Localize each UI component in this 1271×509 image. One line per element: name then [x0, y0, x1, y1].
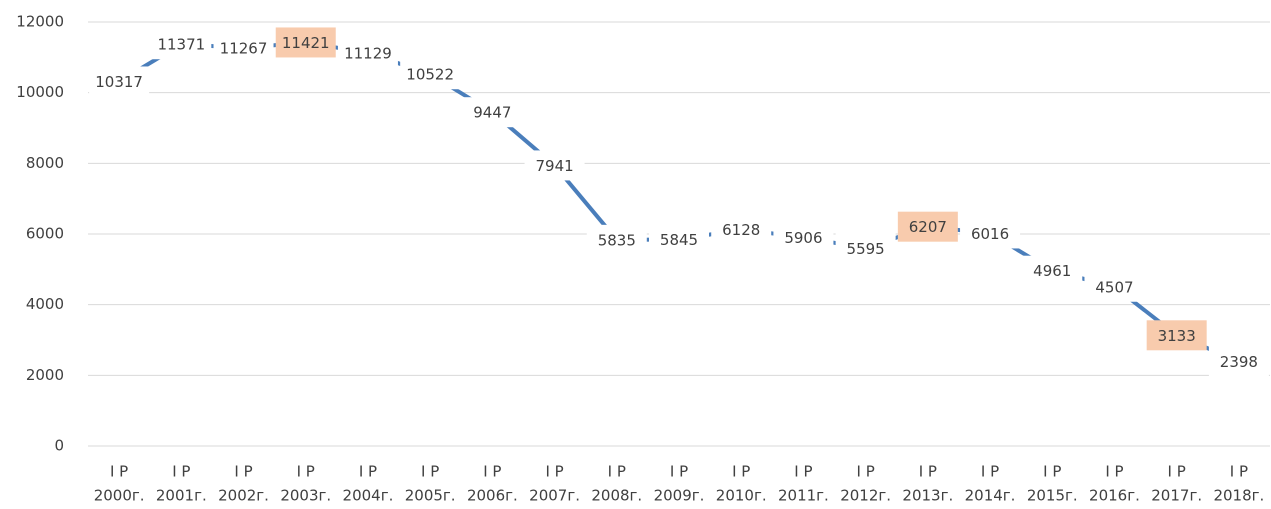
label-box	[337, 37, 398, 68]
x-tick-label: I P	[732, 463, 750, 481]
x-tick-label: I P	[1168, 463, 1186, 481]
x-tick-label: 2010г.	[716, 487, 767, 505]
data-label: 7941	[535, 157, 573, 175]
data-label: 2398	[1220, 353, 1258, 371]
data-label: 11129	[344, 44, 392, 62]
x-tick-label: I P	[794, 463, 812, 481]
data-label: 10317	[95, 73, 143, 91]
x-tick-label: I P	[172, 463, 190, 481]
y-tick-label: 12000	[16, 13, 64, 31]
x-tick-label: I P	[234, 463, 252, 481]
data-label: 6128	[722, 221, 760, 239]
x-tick-label: I P	[608, 463, 626, 481]
x-tick-label: I P	[857, 463, 875, 481]
x-tick-label: 2006г.	[467, 487, 518, 505]
y-tick-label: 2000	[26, 366, 64, 384]
label-box	[773, 222, 834, 253]
x-tick-label: 2002г.	[218, 487, 269, 505]
x-tick-label: 2007г.	[529, 487, 580, 505]
data-label: 4507	[1095, 278, 1133, 296]
data-label: 6207	[909, 218, 947, 236]
label-box	[1022, 255, 1083, 286]
label-box	[960, 218, 1021, 249]
x-tick-label: I P	[1105, 463, 1123, 481]
x-tick-label: I P	[670, 463, 688, 481]
x-tick-label: 2004г.	[343, 487, 394, 505]
y-tick-label: 0	[54, 437, 64, 455]
data-label: 11421	[282, 34, 330, 52]
label-box	[151, 29, 212, 60]
x-tick-label: I P	[359, 463, 377, 481]
data-label: 11371	[157, 36, 205, 54]
label-box	[649, 224, 709, 255]
label-box	[89, 66, 150, 97]
y-tick-label: 4000	[26, 295, 64, 313]
x-tick-label: I P	[545, 463, 563, 481]
x-tick-label: 2012г.	[840, 487, 891, 505]
data-label: 10522	[406, 66, 454, 84]
y-tick-label: 10000	[16, 83, 64, 101]
x-tick-label: 2000г.	[94, 487, 145, 505]
data-label: 11267	[220, 39, 268, 57]
label-box	[275, 27, 336, 58]
x-tick-label: 2016г.	[1089, 487, 1140, 505]
data-label: 5835	[598, 231, 636, 249]
x-tick-label: 2001г.	[156, 487, 207, 505]
x-tick-label: 2013г.	[902, 487, 953, 505]
label-box	[586, 224, 647, 255]
x-tick-label: 2017г.	[1151, 487, 1202, 505]
y-tick-label: 8000	[26, 154, 64, 172]
x-tick-label: 2014г.	[965, 487, 1016, 505]
data-label: 9447	[473, 104, 511, 122]
x-tick-label: I P	[483, 463, 501, 481]
data-label: 5845	[660, 231, 698, 249]
label-box	[1084, 271, 1145, 302]
x-tick-label: 2008г.	[591, 487, 642, 505]
label-box	[711, 214, 772, 245]
label-box	[462, 97, 523, 128]
x-tick-label: I P	[110, 463, 128, 481]
y-tick-label: 6000	[26, 225, 64, 243]
line	[118, 40, 1240, 364]
x-tick-label: 2011г.	[778, 487, 829, 505]
x-tick-label: I P	[297, 463, 315, 481]
label-box	[835, 233, 896, 264]
x-tick-label: I P	[421, 463, 439, 481]
label-box	[524, 150, 585, 181]
x-tick-label: 2009г.	[654, 487, 705, 505]
label-box	[897, 211, 958, 242]
label-box	[1146, 320, 1207, 351]
label-box	[213, 32, 274, 63]
label-box	[1208, 346, 1269, 377]
x-tick-label: 2003г.	[280, 487, 331, 505]
x-tick-label: 2015г.	[1027, 487, 1078, 505]
data-label: 5906	[784, 229, 822, 247]
data-label: 6016	[971, 225, 1009, 243]
x-tick-label: I P	[919, 463, 937, 481]
label-box	[400, 59, 461, 90]
data-label: 4961	[1033, 262, 1071, 280]
data-label: 3133	[1158, 327, 1196, 345]
x-tick-label: I P	[981, 463, 999, 481]
x-tick-label: I P	[1230, 463, 1248, 481]
x-tick-label: 2018г.	[1213, 487, 1264, 505]
x-tick-label: I P	[1043, 463, 1061, 481]
data-label: 5595	[847, 240, 885, 258]
x-tick-label: 2005г.	[405, 487, 456, 505]
